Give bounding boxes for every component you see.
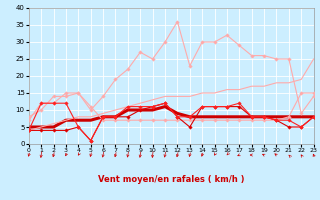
Text: Vent moyen/en rafales ( km/h ): Vent moyen/en rafales ( km/h ): [98, 175, 244, 184]
